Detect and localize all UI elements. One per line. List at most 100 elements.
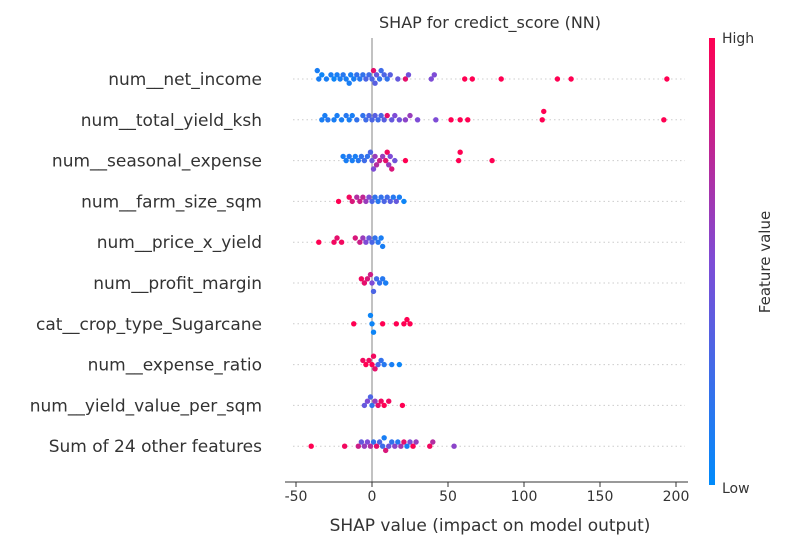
- shap-point: [370, 67, 377, 74]
- shap-point: [431, 72, 438, 78]
- shap-point: [367, 149, 374, 155]
- shap-point: [338, 117, 345, 123]
- shap-point: [360, 357, 366, 364]
- shap-point: [541, 108, 547, 115]
- shap-point: [402, 157, 409, 164]
- shap-point: [378, 235, 384, 241]
- shap-point: [387, 198, 393, 205]
- shap-point: [379, 321, 386, 327]
- shap-point: [392, 157, 398, 164]
- shap-point: [366, 72, 372, 78]
- colorbar-low-label: Low: [722, 481, 750, 497]
- shap-point: [386, 398, 392, 404]
- shap-point: [360, 72, 366, 78]
- shap-point: [331, 239, 337, 245]
- shap-point: [340, 153, 346, 160]
- shap-point: [319, 72, 325, 78]
- shap-point: [361, 443, 368, 449]
- shap-points: [308, 67, 670, 454]
- shap-point: [396, 194, 403, 200]
- x-tick-label: 0: [368, 489, 377, 505]
- shap-point: [367, 394, 374, 400]
- shap-point: [358, 276, 365, 282]
- shap-point: [319, 117, 325, 123]
- shap-point: [375, 402, 381, 409]
- shap-point: [378, 67, 384, 74]
- shap-point: [381, 117, 387, 123]
- shap-point: [334, 235, 340, 241]
- shap-point: [399, 402, 406, 409]
- shap-point: [372, 80, 378, 86]
- shap-point: [369, 239, 375, 245]
- shap-point: [489, 157, 495, 164]
- shap-point: [338, 239, 345, 245]
- shap-point: [352, 235, 358, 241]
- feature-row-lines: [293, 78, 685, 447]
- shap-point: [337, 76, 343, 82]
- shap-point: [379, 443, 386, 449]
- shap-point: [372, 153, 378, 160]
- x-axis-ticks: -50 0 50 100 150 200: [285, 482, 689, 505]
- shap-point: [401, 439, 407, 445]
- shap-point: [349, 112, 355, 119]
- shap-point: [378, 398, 384, 404]
- shap-point: [346, 117, 352, 123]
- feature-label: num__price_x_yield: [97, 233, 262, 253]
- shap-point: [661, 117, 667, 123]
- shap-point: [369, 76, 375, 82]
- shap-point: [401, 321, 407, 327]
- shap-point: [369, 321, 375, 327]
- shap-point: [354, 72, 360, 78]
- shap-point: [363, 76, 369, 82]
- shap-point: [357, 76, 363, 82]
- shap-point: [340, 72, 346, 78]
- shap-point: [369, 280, 375, 286]
- feature-label: num__expense_ratio: [88, 356, 262, 376]
- shap-point: [346, 194, 352, 200]
- shap-point: [331, 117, 337, 123]
- shap-point: [370, 288, 377, 295]
- feature-label: num__seasonal_expense: [52, 152, 262, 172]
- shap-point: [370, 353, 377, 359]
- shap-point: [316, 76, 322, 82]
- shap-point: [373, 162, 380, 168]
- shap-point: [349, 157, 355, 164]
- shap-point: [351, 76, 357, 82]
- shap-point: [382, 157, 389, 164]
- shap-point: [413, 439, 419, 445]
- shap-point: [378, 112, 384, 119]
- shap-point: [372, 366, 378, 372]
- shap-point: [358, 439, 365, 445]
- shap-point: [387, 153, 393, 160]
- feature-label: num__profit_margin: [93, 274, 262, 294]
- shap-point: [334, 112, 340, 119]
- shap-point: [375, 361, 381, 368]
- shap-point: [316, 239, 322, 245]
- shap-point: [539, 117, 545, 123]
- shap-point: [457, 149, 463, 155]
- shap-point: [360, 235, 366, 241]
- shap-point: [392, 443, 398, 449]
- shap-point: [372, 235, 378, 241]
- shap-point: [396, 361, 403, 368]
- feature-label: num__total_yield_ksh: [81, 111, 262, 131]
- shap-point: [369, 117, 375, 123]
- shap-point: [384, 194, 390, 200]
- shap-point: [346, 80, 352, 86]
- shap-point: [384, 149, 390, 155]
- shap-point: [346, 153, 352, 160]
- shap-point: [343, 76, 349, 82]
- shap-point: [448, 117, 454, 123]
- shap-point: [369, 361, 375, 368]
- feature-label: num__yield_value_per_sqm: [30, 396, 262, 416]
- shap-point: [349, 198, 355, 205]
- shap-point: [372, 194, 378, 200]
- shap-point: [360, 194, 366, 200]
- shap-point: [402, 76, 409, 82]
- shap-point: [367, 312, 374, 319]
- shap-point: [325, 117, 331, 123]
- shap-point: [361, 157, 368, 164]
- shap-point: [404, 316, 410, 323]
- shap-point: [379, 153, 386, 160]
- shap-point: [314, 67, 320, 74]
